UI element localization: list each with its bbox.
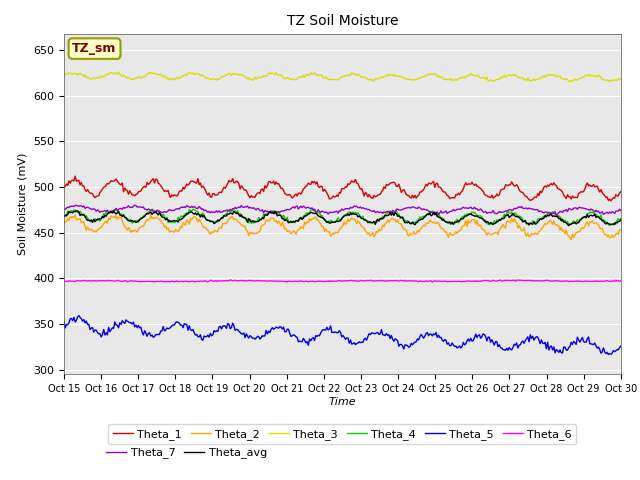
Theta_7	[465, 205, 472, 211]
Theta_3	[115, 69, 122, 75]
Theta_5	[375, 332, 383, 337]
Theta_6	[122, 277, 130, 283]
Theta_5	[465, 336, 472, 342]
Theta_5	[595, 344, 602, 350]
Theta_4	[60, 213, 68, 218]
Theta_5	[60, 319, 68, 324]
Legend: Theta_7, Theta_avg: Theta_7, Theta_avg	[102, 443, 271, 463]
Theta_avg	[565, 223, 573, 228]
Theta_5	[617, 343, 625, 349]
Theta_avg	[611, 221, 618, 227]
Theta_2	[71, 212, 79, 218]
Theta_4	[122, 216, 130, 222]
Theta_1	[595, 186, 602, 192]
Theta_7	[596, 210, 604, 216]
Theta_5	[611, 349, 618, 355]
Theta_4	[308, 205, 316, 211]
Theta_1	[124, 188, 131, 193]
Theta_1	[154, 180, 162, 186]
Theta_3	[375, 76, 383, 82]
Theta_6	[227, 277, 234, 283]
Theta_6	[611, 278, 618, 284]
Theta_7	[375, 210, 383, 216]
Line: Theta_4: Theta_4	[64, 208, 621, 226]
Theta_4	[375, 217, 383, 223]
Theta_6	[466, 278, 474, 284]
Theta_1	[60, 183, 68, 189]
Theta_2	[611, 233, 618, 239]
Y-axis label: Soil Moisture (mV): Soil Moisture (mV)	[17, 153, 28, 255]
Theta_avg	[465, 212, 472, 218]
Theta_6	[617, 277, 625, 283]
Theta_7	[154, 208, 162, 214]
Theta_7	[131, 203, 138, 208]
Theta_3	[154, 72, 162, 78]
X-axis label: Time: Time	[328, 397, 356, 407]
Theta_2	[596, 225, 604, 231]
Theta_2	[567, 237, 575, 243]
Theta_7	[617, 208, 625, 214]
Line: Theta_6: Theta_6	[64, 280, 621, 282]
Theta_2	[617, 227, 625, 233]
Theta_3	[606, 79, 614, 84]
Theta_4	[465, 212, 472, 217]
Theta_avg	[375, 218, 383, 224]
Theta_avg	[60, 214, 68, 219]
Theta_avg	[154, 212, 162, 218]
Theta_avg	[124, 217, 131, 223]
Text: TZ_sm: TZ_sm	[72, 42, 116, 55]
Theta_3	[611, 78, 618, 84]
Line: Theta_avg: Theta_avg	[64, 211, 621, 226]
Theta_7	[60, 206, 68, 212]
Theta_5	[75, 313, 83, 319]
Theta_7	[611, 211, 618, 216]
Theta_1	[465, 181, 472, 187]
Theta_6	[375, 278, 383, 284]
Theta_1	[71, 173, 79, 179]
Theta_3	[617, 76, 625, 82]
Theta_7	[552, 213, 560, 218]
Theta_2	[124, 228, 131, 233]
Line: Theta_3: Theta_3	[64, 72, 621, 82]
Theta_1	[611, 195, 618, 201]
Title: TZ Soil Moisture: TZ Soil Moisture	[287, 14, 398, 28]
Theta_4	[153, 208, 161, 214]
Theta_6	[153, 278, 161, 284]
Theta_5	[124, 318, 131, 324]
Theta_7	[122, 204, 130, 210]
Theta_4	[595, 213, 602, 219]
Theta_5	[154, 332, 162, 337]
Theta_avg	[617, 217, 625, 223]
Theta_avg	[72, 208, 80, 214]
Line: Theta_1: Theta_1	[64, 176, 621, 201]
Theta_4	[606, 223, 614, 228]
Line: Theta_7: Theta_7	[64, 205, 621, 216]
Theta_3	[124, 75, 131, 81]
Theta_1	[617, 189, 625, 194]
Line: Theta_5: Theta_5	[64, 316, 621, 355]
Theta_1	[375, 192, 383, 197]
Theta_3	[465, 73, 472, 79]
Theta_6	[428, 279, 436, 285]
Theta_3	[60, 72, 68, 78]
Theta_4	[611, 220, 618, 226]
Theta_5	[605, 352, 612, 358]
Theta_2	[60, 220, 68, 226]
Theta_2	[465, 217, 472, 223]
Theta_6	[60, 278, 68, 284]
Theta_4	[617, 216, 625, 222]
Theta_1	[607, 198, 614, 204]
Theta_2	[375, 226, 383, 232]
Theta_2	[154, 215, 162, 221]
Theta_3	[595, 72, 602, 78]
Theta_6	[596, 278, 604, 284]
Line: Theta_2: Theta_2	[64, 215, 621, 240]
Theta_avg	[596, 216, 604, 221]
